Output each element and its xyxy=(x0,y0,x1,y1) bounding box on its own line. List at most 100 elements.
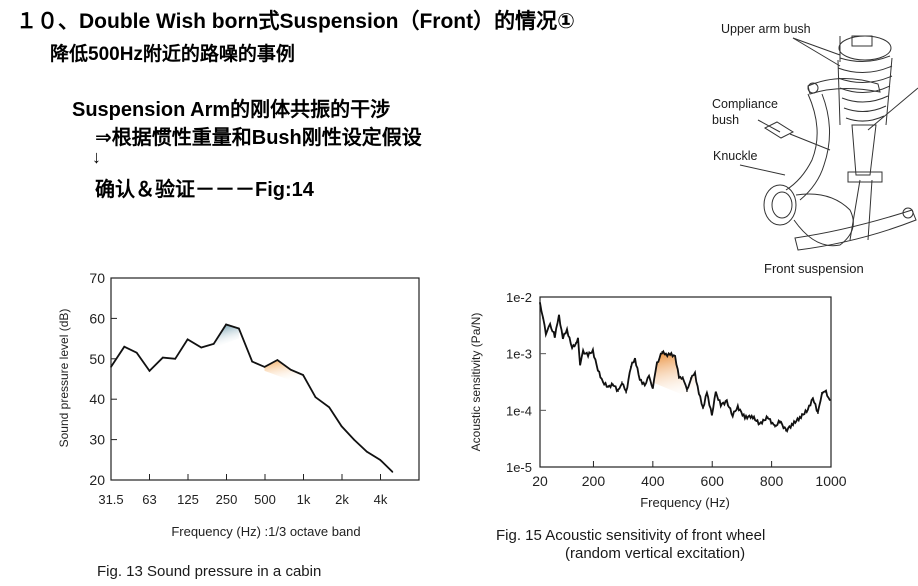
chart2-point-710 xyxy=(744,416,746,419)
chart2-point-996 xyxy=(829,399,831,401)
chart2-x-tick-label: 1000 xyxy=(815,473,846,489)
chart2-y-tick-label: 1e-2 xyxy=(506,290,532,305)
chart2-point-599 xyxy=(711,414,713,416)
chart2-point-515 xyxy=(686,390,688,392)
chart1-point-400 xyxy=(251,360,253,363)
chart2-point-387 xyxy=(648,376,650,378)
chart2-point-266 xyxy=(612,383,614,386)
chart1-y-tick-label: 70 xyxy=(89,270,105,286)
sound-pressure-chart: 70 60 50 40 30 20 31.5 63 125 250 500 1k 2k 4k Sound… xyxy=(57,270,420,580)
slide-title: １０、Double Wish born式Suspension（Front）的情况… xyxy=(16,10,575,33)
chart1-point-40 xyxy=(123,345,126,348)
chart2-point-475 xyxy=(674,355,676,357)
chart1-x-tick-label: 500 xyxy=(254,492,276,507)
note-line-4: 确认＆验证－－－Fig:14 xyxy=(95,179,314,201)
chart2-point-198 xyxy=(592,350,594,352)
chart1-point-800 xyxy=(289,368,292,371)
chart1-series-line xyxy=(110,323,394,473)
chart2-point-326 xyxy=(630,365,632,368)
chart2-x-tick-label: 400 xyxy=(641,473,665,489)
chart1-point-2000 xyxy=(340,425,343,428)
chart1-x-axis-label: Frequency (Hz) :1/3 octave band xyxy=(171,524,360,539)
chart2-point-310 xyxy=(625,391,627,394)
chart2-point-488 xyxy=(678,377,680,379)
chart1-x-tick-label: 1k xyxy=(297,492,311,507)
chart2-point-340 xyxy=(634,357,636,360)
chart2-frame xyxy=(539,296,832,468)
chart2-point-155 xyxy=(579,363,581,365)
suspension-figure: Upper arm bush Compliance bush Knuckle F… xyxy=(690,0,918,290)
chart2-point-70 xyxy=(554,335,556,337)
chart2-point-431 xyxy=(661,351,663,353)
chart1-highlight-peak-250Hz xyxy=(213,324,239,348)
chart2-point-128 xyxy=(571,347,573,349)
chart2-point-215 xyxy=(597,369,599,371)
chart2-point-922 xyxy=(807,408,809,411)
chart2-point-895 xyxy=(799,416,801,419)
chart2-highlight-band-400-560Hz xyxy=(648,351,707,405)
chart2-point-733 xyxy=(750,415,753,417)
chart2-x-axis-label: Frequency (Hz) xyxy=(640,495,730,510)
leader-upper-arm-2 xyxy=(792,37,841,67)
chart1-point-125 xyxy=(186,338,189,341)
chart1-y-tick-label: 20 xyxy=(89,472,105,488)
chart2-x-tick-label: 600 xyxy=(701,473,725,489)
note-line-1: Suspension Arm的刚体共振的干涉 xyxy=(72,99,391,121)
chart2-y-tick-label: 1e-3 xyxy=(506,347,532,362)
chart1-x-tick-label: 125 xyxy=(177,492,199,507)
chart2-point-811 xyxy=(774,425,776,428)
chart2-point-501 xyxy=(682,376,684,378)
label-compliance-bush-2: bush xyxy=(712,113,740,127)
chart1-point-630 xyxy=(276,359,279,361)
chart1-frame xyxy=(110,277,420,481)
chart1-point-250 xyxy=(225,323,227,326)
chart1-point-2500 xyxy=(353,438,355,441)
chart1-point-50 xyxy=(135,351,138,354)
note-line-2: ⇒根据惯性重量和Bush刚性设定假设 xyxy=(95,127,422,149)
chart2-x-tick-label: 800 xyxy=(760,473,784,489)
chart2-caption-line2: (random vertical excitation) xyxy=(565,545,745,562)
down-arrow: ↓ xyxy=(92,147,101,167)
chart2-y-axis-label: Acoustic sensitivity (Pa/N) xyxy=(469,313,483,452)
chart1-point-100 xyxy=(174,358,176,360)
chart2-y-tick-label: 1e-5 xyxy=(506,460,532,475)
chart2-point-760 xyxy=(758,423,761,425)
acoustic-sensitivity-chart: 1e-2 1e-3 1e-4 1e-5 20 200 400 600 800 1000 Acou… xyxy=(469,290,847,562)
chart2-point-97 xyxy=(562,337,564,339)
chart2-point-629 xyxy=(720,403,722,406)
label-knuckle: Knuckle xyxy=(713,149,758,163)
label-compliance-bush-1: Compliance xyxy=(712,97,779,111)
label-upper-arm-bush: Upper arm bush xyxy=(721,22,811,36)
chart2-point-569 xyxy=(702,407,704,409)
chart1-point-315 xyxy=(238,327,240,330)
chart1-y-tick-label: 60 xyxy=(89,310,105,326)
chart1-x-tick-label: 2k xyxy=(335,492,349,507)
chart2-point-612 xyxy=(714,391,717,394)
chart2-point-649 xyxy=(725,401,728,403)
chart1-point-500 xyxy=(263,366,266,368)
slide-subtitle: 降低500Hz附近的路噪的事例 xyxy=(50,44,295,65)
chart1-point-1250 xyxy=(314,396,317,398)
chart1-point-31.5 xyxy=(110,366,112,368)
chart2-point-232 xyxy=(602,381,604,383)
chart1-point-5000 xyxy=(391,471,394,473)
chart1-y-tick-label: 50 xyxy=(89,351,105,367)
chart2-point-555 xyxy=(698,391,700,394)
leader-strut xyxy=(867,87,918,131)
chart2-point-400 xyxy=(652,386,654,388)
chart2-point-165 xyxy=(582,351,584,353)
chart2-point-828 xyxy=(779,420,781,422)
chart1-y-tick-label: 40 xyxy=(89,391,105,407)
chart2-point-182 xyxy=(587,354,589,356)
suspension-drawing xyxy=(739,35,918,251)
chart2-point-458 xyxy=(669,353,671,356)
chart1-point-80 xyxy=(161,356,164,359)
chart1-point-1000 xyxy=(302,374,304,376)
suspension-caption: Front suspension xyxy=(764,261,864,276)
leader-knuckle xyxy=(739,164,786,176)
chart2-point-249 xyxy=(607,386,609,388)
chart2-point-141 xyxy=(575,342,577,344)
chart2-point-582 xyxy=(706,391,708,394)
chart1-x-tick-label: 31.5 xyxy=(98,492,123,507)
chart2-point-20 xyxy=(539,301,541,304)
